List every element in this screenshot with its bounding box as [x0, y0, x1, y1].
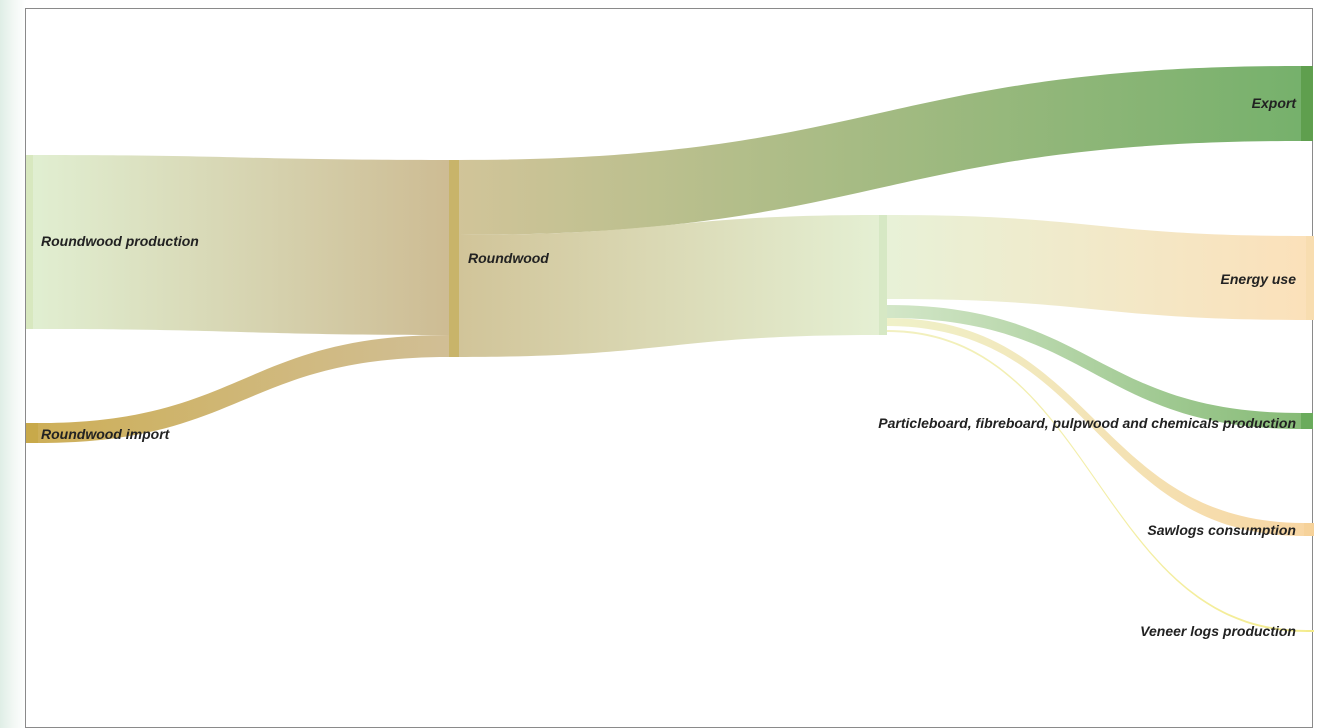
sankey-diagram: Roundwood production Roundwood import Ro…	[26, 66, 1314, 639]
node-label-sawlogs-consumption: Sawlogs consumption	[1147, 522, 1296, 538]
node-label-energy-use: Energy use	[1221, 271, 1297, 287]
node-label-export: Export	[1252, 95, 1298, 111]
link-production-to-roundwood[interactable]	[33, 155, 449, 335]
link-hub-to-sawlogs[interactable]	[887, 318, 1304, 536]
link-hub-to-particle[interactable]	[887, 305, 1301, 429]
node-veneer[interactable]	[1306, 630, 1314, 632]
node-energy[interactable]	[1306, 236, 1314, 320]
node-import[interactable]	[26, 423, 38, 443]
node-roundwood[interactable]	[449, 160, 459, 357]
link-hub-to-veneer[interactable]	[887, 330, 1306, 632]
node-label-particleboard: Particleboard, fibreboard, pulpwood and …	[878, 415, 1296, 431]
node-production[interactable]	[26, 155, 33, 329]
link-roundwood-to-hub[interactable]	[459, 215, 879, 357]
node-export[interactable]	[1301, 66, 1313, 141]
node-hub[interactable]	[879, 215, 887, 335]
node-sawlogs[interactable]	[1304, 523, 1314, 536]
link-roundwood-to-export[interactable]	[459, 66, 1301, 235]
link-import-to-roundwood[interactable]	[38, 335, 449, 443]
node-label-veneer-logs-production: Veneer logs production	[1140, 623, 1296, 639]
nodes-layer	[26, 66, 1314, 632]
sankey-frame: Roundwood production Roundwood import Ro…	[25, 8, 1314, 728]
node-particle[interactable]	[1301, 413, 1313, 429]
node-label-roundwood-production: Roundwood production	[41, 233, 199, 249]
links-layer	[33, 66, 1306, 632]
node-label-roundwood: Roundwood	[468, 250, 549, 266]
link-hub-to-energy[interactable]	[887, 215, 1306, 320]
labels-layer: Roundwood production Roundwood import Ro…	[41, 95, 1297, 639]
node-label-roundwood-import: Roundwood import	[41, 426, 171, 442]
